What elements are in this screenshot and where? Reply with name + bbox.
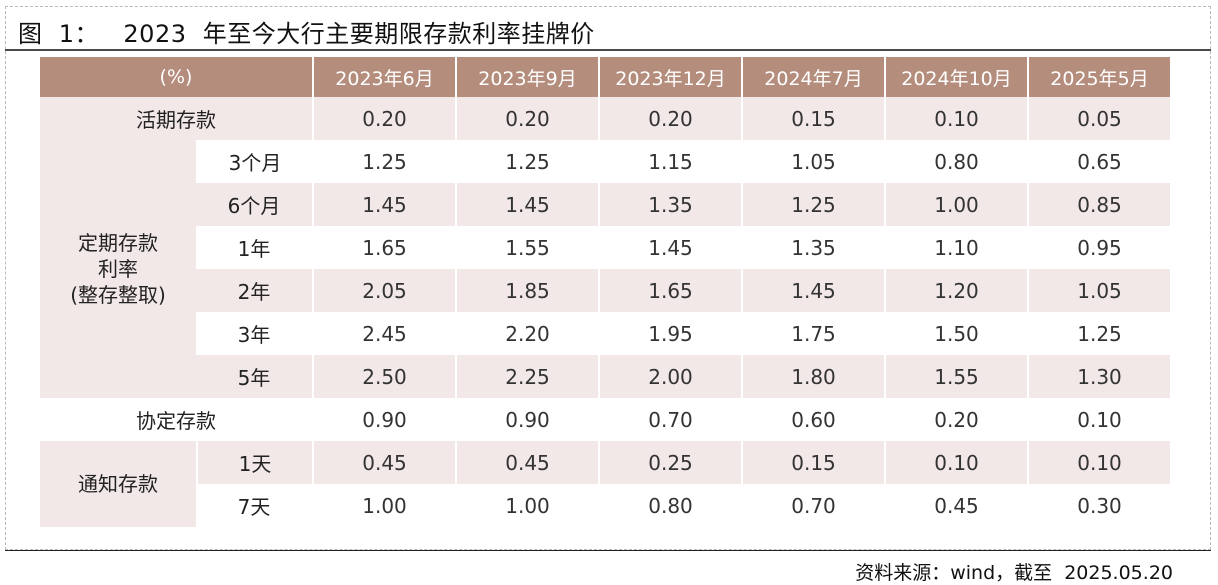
table-cell: 1.45: [741, 269, 884, 312]
table-cell: 0.65: [1027, 140, 1170, 183]
table-cell: 2.00: [598, 355, 741, 398]
group-label-line: 定期存款: [78, 231, 158, 255]
table-cell: 1.45: [312, 183, 455, 226]
table-cell: 0.25: [598, 441, 741, 484]
table-cell: 0.20: [884, 398, 1027, 441]
table-cell: 1.25: [1027, 312, 1170, 355]
table-cell: 0.15: [741, 97, 884, 140]
term-label: 3个月: [196, 140, 312, 183]
table-cell: 2.25: [455, 355, 598, 398]
table-cell: 1.25: [741, 183, 884, 226]
row-label: 协定存款: [40, 398, 312, 441]
table-cell: 1.25: [455, 140, 598, 183]
table-cell: 1.20: [884, 269, 1027, 312]
header-row: (%) 2023年6月 2023年9月 2023年12月 2024年7月 202…: [40, 57, 1170, 97]
table-cell: 1.55: [884, 355, 1027, 398]
term-label: 5年: [196, 355, 312, 398]
term-label: 2年: [196, 269, 312, 312]
table-cell: 0.15: [741, 441, 884, 484]
table-cell: 1.30: [1027, 355, 1170, 398]
table-cell: 0.70: [741, 484, 884, 527]
table-cell: 0.95: [1027, 226, 1170, 269]
table-cell: 1.15: [598, 140, 741, 183]
header-col: 2023年6月: [312, 57, 455, 97]
table-row: 定期存款 利率 (整存整取) 3个月 1.25 1.25 1.15 1.05 0…: [40, 140, 1170, 398]
table-row: 1年 1.65 1.55 1.45 1.35 1.10 0.95: [40, 226, 1170, 269]
group-label-line: 利率: [98, 257, 138, 281]
header-col: 2024年10月: [884, 57, 1027, 97]
table-cell: 1.55: [455, 226, 598, 269]
table-cell: 1.45: [598, 226, 741, 269]
table-cell: 1.35: [741, 226, 884, 269]
table-cell: 1.80: [741, 355, 884, 398]
table-cell: 0.20: [312, 97, 455, 140]
table-cell: 0.85: [1027, 183, 1170, 226]
table-cell: 1.65: [598, 269, 741, 312]
table-cell: 0.10: [884, 441, 1027, 484]
table-row: 3年 2.45 2.20 1.95 1.75 1.50 1.25: [40, 312, 1170, 355]
table-cell: 0.90: [455, 398, 598, 441]
table-cell: 2.45: [312, 312, 455, 355]
table-cell: 0.20: [455, 97, 598, 140]
table-row: 6个月 1.45 1.45 1.35 1.25 1.00 0.85: [40, 183, 1170, 226]
table-cell: 2.05: [312, 269, 455, 312]
row-group-label: 定期存款 利率 (整存整取): [40, 140, 196, 398]
table-cell: 0.20: [598, 97, 741, 140]
table-cell: 0.10: [884, 97, 1027, 140]
figure-frame: [5, 6, 1211, 550]
term-label: 1年: [237, 237, 271, 261]
table-cell: 0.30: [1027, 484, 1170, 527]
table-cell: 2.50: [312, 355, 455, 398]
term-label: 6个月: [196, 183, 312, 226]
row-group-label: 通知存款: [40, 441, 196, 527]
table-row: 通知存款 1天 0.45 0.45 0.25 0.15 0.10 0.10: [40, 441, 1170, 527]
table-cell: 1.65: [312, 226, 455, 269]
title-divider: [5, 49, 1211, 51]
header-col: 2023年9月: [455, 57, 598, 97]
term-label: 1天: [196, 441, 312, 484]
group-label-line: (整存整取): [70, 283, 166, 307]
table-cell: 1.00: [884, 183, 1027, 226]
header-col: 2024年7月: [741, 57, 884, 97]
table-row: 7天 1.00 1.00 0.80 0.70 0.45 0.30: [40, 484, 1170, 527]
term-label: 3年: [237, 323, 271, 347]
table-row: 5年 2.50 2.25 2.00 1.80 1.55 1.30: [40, 355, 1170, 398]
table-cell: 0.60: [741, 398, 884, 441]
table-cell: 1.00: [455, 484, 598, 527]
bottom-divider: [5, 550, 1211, 551]
table-cell: 1.95: [598, 312, 741, 355]
table-cell: 1.45: [455, 183, 598, 226]
table-cell: 1.75: [741, 312, 884, 355]
table-row: 2年 2.05 1.85 1.65 1.45 1.20 1.05: [40, 269, 1170, 312]
table-cell: 0.90: [312, 398, 455, 441]
table-cell: 1.10: [884, 226, 1027, 269]
table-cell: 0.05: [1027, 97, 1170, 140]
header-col: 2025年5月: [1027, 57, 1170, 97]
table-row: 活期存款 0.20 0.20 0.20 0.15 0.10 0.05: [40, 97, 1170, 140]
term-label: 7天: [237, 495, 271, 519]
table-cell: 0.10: [1027, 398, 1170, 441]
table-cell: 0.45: [312, 441, 455, 484]
table-cell: 0.45: [455, 441, 598, 484]
header-corner: (%): [40, 57, 312, 97]
table-cell: 1.35: [598, 183, 741, 226]
table-cell: 2.20: [455, 312, 598, 355]
row-label: 活期存款: [40, 97, 312, 140]
table-cell: 0.10: [1027, 441, 1170, 484]
table-cell: 0.45: [884, 484, 1027, 527]
table-cell: 1.05: [1027, 269, 1170, 312]
table-row: 协定存款 0.90 0.90 0.70 0.60 0.20 0.10: [40, 398, 1170, 441]
table-cell: 1.50: [884, 312, 1027, 355]
table-cell: 0.80: [884, 140, 1027, 183]
figure-title: 图 1： 2023 年至今大行主要期限存款利率挂牌价: [18, 20, 595, 48]
deposit-rate-table: (%) 2023年6月 2023年9月 2023年12月 2024年7月 202…: [40, 57, 1170, 527]
table-cell: 0.80: [598, 484, 741, 527]
table-cell: 1.25: [312, 140, 455, 183]
table-cell: 1.85: [455, 269, 598, 312]
table-cell: 0.70: [598, 398, 741, 441]
source-note: 资料来源：wind，截至 2025.05.20: [855, 562, 1173, 584]
table-cell: 1.00: [312, 484, 455, 527]
header-col: 2023年12月: [598, 57, 741, 97]
table-cell: 1.05: [741, 140, 884, 183]
